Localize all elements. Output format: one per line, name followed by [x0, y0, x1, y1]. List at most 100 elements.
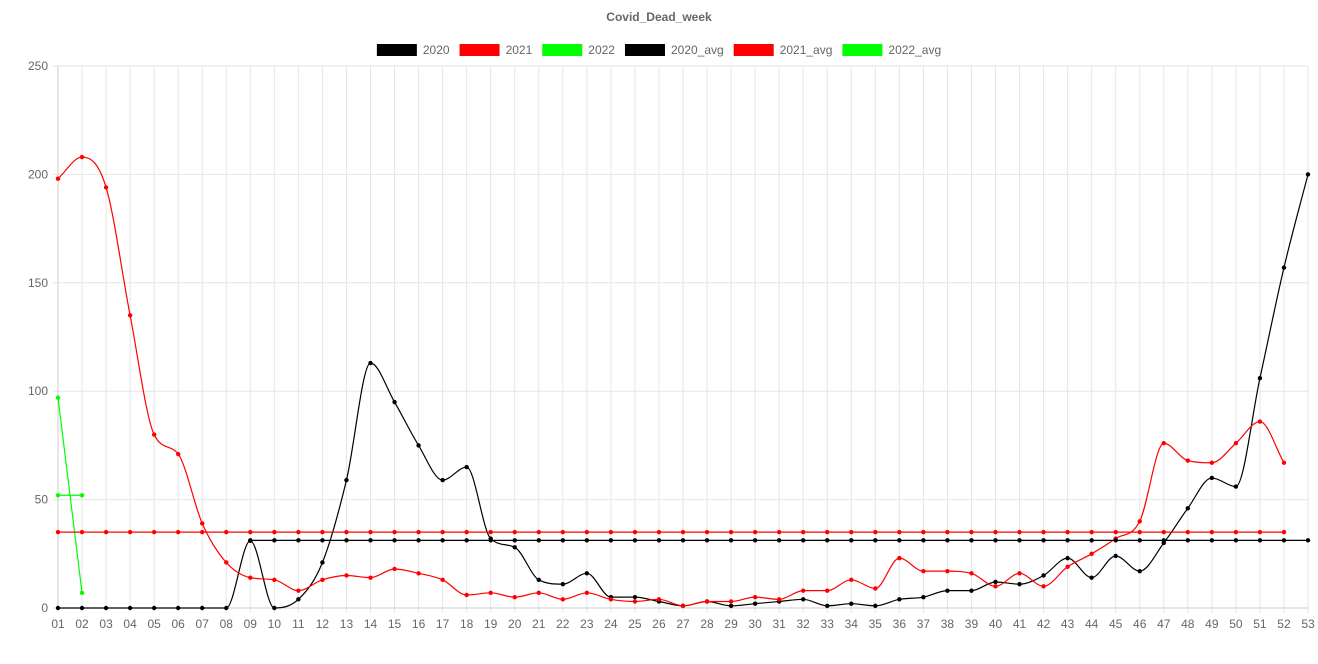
data-point-2020[interactable]	[464, 464, 469, 470]
data-point-2021_avg[interactable]	[1185, 529, 1191, 535]
legend-item-2020[interactable]: 2020	[376, 43, 450, 57]
data-point-2020_avg[interactable]	[1017, 538, 1022, 543]
data-point-2021[interactable]	[175, 451, 181, 457]
data-point-2020_avg[interactable]	[800, 538, 806, 543]
data-point-2021[interactable]	[1281, 460, 1287, 465]
data-point-2021_avg[interactable]	[704, 529, 710, 535]
data-point-2020[interactable]	[1065, 555, 1070, 561]
legend-item-2021_avg[interactable]: 2021_avg	[733, 43, 833, 57]
data-point-2020_avg[interactable]	[1305, 538, 1311, 543]
legend-item-2022_avg[interactable]: 2022_avg	[842, 43, 941, 57]
data-point-2021_avg[interactable]	[1017, 529, 1022, 535]
data-point-2020[interactable]	[512, 545, 517, 550]
data-point-2020_avg[interactable]	[1209, 538, 1215, 543]
data-point-2020[interactable]	[584, 571, 590, 576]
data-point-2020_avg[interactable]	[248, 538, 253, 543]
data-point-2021[interactable]	[800, 588, 806, 593]
data-point-2021_avg[interactable]	[921, 529, 926, 535]
data-point-2021[interactable]	[752, 594, 758, 600]
data-point-2021_avg[interactable]	[728, 529, 734, 535]
data-point-2021[interactable]	[680, 603, 686, 609]
data-point-2020[interactable]	[1185, 506, 1191, 511]
data-point-2021[interactable]	[79, 154, 85, 160]
data-point-2020_avg[interactable]	[296, 538, 301, 543]
data-point-2020_avg[interactable]	[1065, 538, 1070, 543]
data-point-2020_avg[interactable]	[849, 538, 854, 543]
data-point-2021_avg[interactable]	[151, 529, 157, 535]
data-point-2020_avg[interactable]	[945, 538, 950, 543]
data-point-2021[interactable]	[248, 575, 253, 580]
data-point-2021_avg[interactable]	[175, 529, 181, 535]
data-point-2020[interactable]	[392, 399, 397, 405]
data-point-2021[interactable]	[440, 577, 445, 583]
data-point-2020[interactable]	[1113, 553, 1118, 559]
data-point-2020[interactable]	[752, 601, 758, 606]
data-point-2020[interactable]	[1017, 581, 1022, 587]
legend-item-2022[interactable]: 2022	[542, 43, 615, 57]
data-point-2021[interactable]	[1161, 441, 1166, 446]
data-point-2021_avg[interactable]	[776, 529, 782, 535]
data-point-2021[interactable]	[272, 577, 277, 583]
data-point-2021[interactable]	[127, 313, 133, 318]
data-point-2021_avg[interactable]	[464, 529, 469, 535]
data-point-2020_avg[interactable]	[1041, 538, 1046, 543]
data-point-2021_avg[interactable]	[1089, 529, 1094, 535]
data-point-2021[interactable]	[728, 599, 734, 604]
data-point-2021[interactable]	[897, 555, 902, 561]
data-point-2021[interactable]	[296, 588, 301, 593]
data-point-2020[interactable]	[632, 594, 638, 600]
data-point-2021_avg[interactable]	[1113, 529, 1118, 535]
data-point-2020_avg[interactable]	[344, 538, 349, 543]
data-point-2020_avg[interactable]	[897, 538, 902, 543]
data-point-2020[interactable]	[79, 605, 85, 611]
data-point-2020_avg[interactable]	[1137, 538, 1142, 543]
data-point-2021[interactable]	[151, 432, 157, 437]
data-point-2020[interactable]	[728, 603, 734, 609]
data-point-2021[interactable]	[584, 590, 590, 596]
data-point-2021[interactable]	[873, 586, 878, 591]
data-point-2021[interactable]	[200, 521, 205, 526]
data-point-2020[interactable]	[344, 477, 349, 483]
data-point-2020_avg[interactable]	[608, 538, 614, 543]
data-point-2021[interactable]	[1137, 519, 1142, 524]
data-point-2021_avg[interactable]	[79, 529, 85, 535]
data-point-2021[interactable]	[1041, 584, 1046, 589]
data-point-2021[interactable]	[368, 575, 373, 580]
data-point-2021_avg[interactable]	[560, 529, 566, 535]
data-point-2020_avg[interactable]	[320, 538, 325, 543]
data-point-2020[interactable]	[103, 605, 109, 611]
data-point-2021_avg[interactable]	[536, 529, 541, 535]
data-point-2021_avg[interactable]	[969, 529, 974, 535]
data-point-2020_avg[interactable]	[680, 538, 686, 543]
data-point-2021_avg[interactable]	[656, 529, 662, 535]
data-point-2020_avg[interactable]	[392, 538, 397, 543]
data-point-2021_avg[interactable]	[440, 529, 445, 535]
data-point-2020_avg[interactable]	[728, 538, 734, 543]
data-point-2020_avg[interactable]	[512, 538, 517, 543]
data-point-2020[interactable]	[969, 588, 974, 593]
data-point-2020[interactable]	[993, 579, 998, 585]
data-point-2020_avg[interactable]	[560, 538, 566, 543]
data-point-2021_avg[interactable]	[416, 529, 421, 535]
data-point-2021[interactable]	[416, 571, 421, 576]
data-point-2021_avg[interactable]	[296, 529, 301, 535]
data-point-2020[interactable]	[416, 443, 421, 448]
legend-item-2021[interactable]: 2021	[459, 43, 533, 57]
data-point-2020[interactable]	[200, 605, 205, 611]
data-point-2021_avg[interactable]	[584, 529, 590, 535]
data-point-2020[interactable]	[296, 597, 301, 602]
data-point-2021[interactable]	[969, 571, 974, 576]
data-point-2021[interactable]	[464, 592, 469, 598]
data-point-2020[interactable]	[1257, 375, 1263, 381]
data-point-2021[interactable]	[632, 599, 638, 604]
data-point-2021_avg[interactable]	[103, 529, 109, 535]
data-point-2021[interactable]	[536, 590, 541, 596]
data-point-2021[interactable]	[921, 568, 926, 574]
data-point-2020_avg[interactable]	[1257, 538, 1263, 543]
data-point-2020[interactable]	[849, 601, 854, 606]
data-point-2020[interactable]	[320, 560, 325, 565]
data-point-2020[interactable]	[224, 605, 229, 611]
data-point-2021[interactable]	[488, 590, 493, 596]
data-point-2020[interactable]	[1041, 573, 1046, 578]
data-point-2020[interactable]	[1209, 475, 1215, 481]
